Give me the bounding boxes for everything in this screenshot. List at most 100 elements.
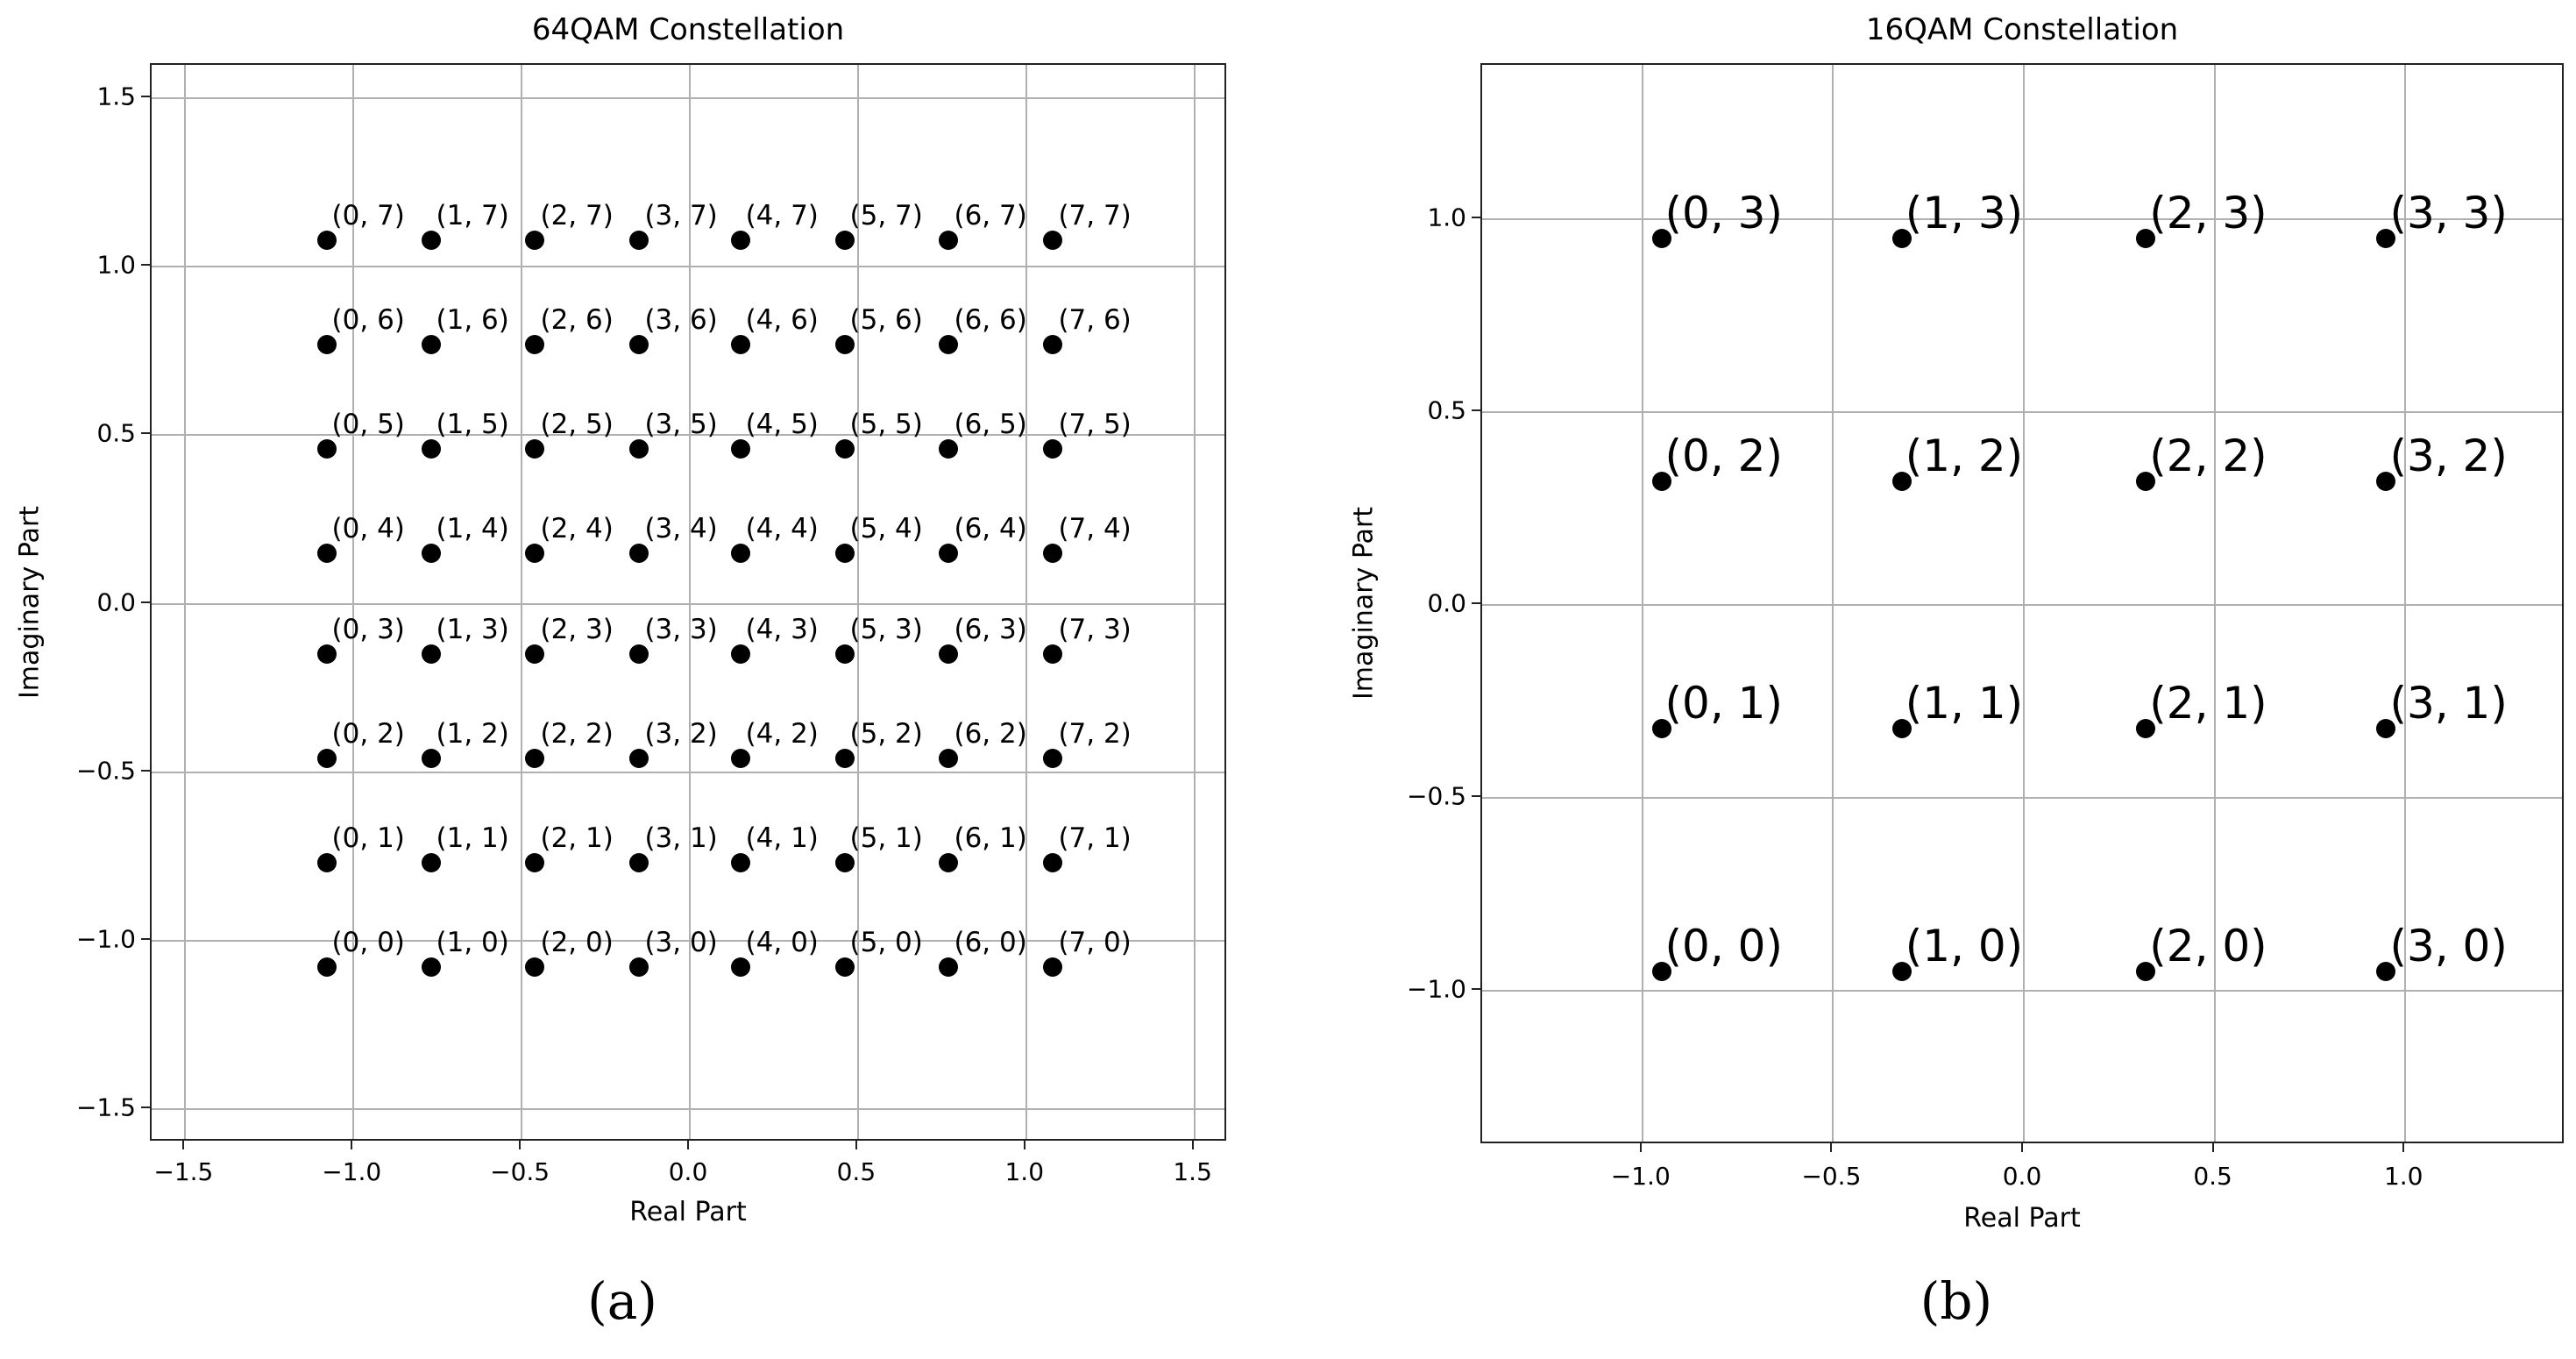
point-label: (7, 3) xyxy=(1058,614,1132,646)
constellation-point xyxy=(1043,438,1063,459)
constellation-point xyxy=(629,957,649,978)
gridline-vertical xyxy=(352,65,355,1139)
constellation-point xyxy=(2376,962,2396,981)
point-label: (0, 3) xyxy=(1664,188,1783,238)
y-tick-mark xyxy=(141,769,150,772)
point-label: (2, 5) xyxy=(540,408,614,440)
gridline-vertical xyxy=(2404,65,2407,1142)
x-tick-mark xyxy=(2021,1143,2023,1152)
constellation-point xyxy=(1651,472,1671,492)
constellation-point xyxy=(1891,229,1912,248)
y-tick-label: −0.5 xyxy=(1407,781,1466,811)
y-tick-label: 0.5 xyxy=(96,418,136,448)
point-label: (0, 0) xyxy=(331,927,405,959)
point-label: (7, 6) xyxy=(1058,303,1132,336)
gridline-horizontal xyxy=(152,1107,1224,1110)
point-label: (1, 1) xyxy=(1905,677,2024,729)
x-tick-mark xyxy=(351,1141,353,1149)
constellation-point xyxy=(730,438,750,459)
constellation-point xyxy=(2136,962,2156,981)
x-tick-mark xyxy=(1830,1143,1833,1152)
point-label: (5, 0) xyxy=(849,927,923,959)
constellation-point xyxy=(629,230,649,250)
constellation-point xyxy=(316,230,337,250)
point-label: (2, 1) xyxy=(2149,677,2267,729)
point-label: (6, 2) xyxy=(954,718,1027,751)
point-label: (3, 6) xyxy=(644,303,718,336)
point-label: (3, 0) xyxy=(2389,921,2508,971)
constellation-point xyxy=(834,749,855,769)
point-label: (1, 6) xyxy=(436,303,509,336)
point-label: (0, 1) xyxy=(331,822,405,855)
constellation-point xyxy=(939,334,959,354)
constellation-point xyxy=(629,543,649,563)
point-label: (2, 3) xyxy=(540,614,614,646)
constellation-point xyxy=(316,957,337,978)
constellation-point xyxy=(834,543,855,563)
constellation-point xyxy=(525,853,545,873)
point-label: (7, 5) xyxy=(1058,408,1132,440)
x-tick-label: 1.0 xyxy=(1004,1157,1045,1186)
point-label: (2, 1) xyxy=(540,822,614,855)
point-label: (7, 2) xyxy=(1058,718,1132,751)
x-axis-label: Real Part xyxy=(1963,1203,2081,1234)
constellation-point xyxy=(316,749,337,769)
constellation-point xyxy=(421,438,441,459)
gridline-vertical xyxy=(1025,65,1027,1139)
x-tick-label: 0.5 xyxy=(836,1157,876,1186)
point-label: (6, 6) xyxy=(954,303,1027,336)
constellation-point xyxy=(316,438,337,459)
constellation-point xyxy=(730,644,750,665)
point-label: (3, 3) xyxy=(2389,188,2508,238)
constellation-point xyxy=(629,749,649,769)
point-label: (5, 1) xyxy=(849,822,923,855)
constellation-point xyxy=(1043,853,1063,873)
point-label: (2, 2) xyxy=(2149,430,2267,482)
y-tick-mark xyxy=(141,432,150,435)
constellation-point xyxy=(730,334,750,354)
gridline-horizontal xyxy=(1482,604,2562,606)
point-label: (6, 4) xyxy=(954,512,1027,544)
constellation-point xyxy=(730,543,750,563)
x-axis-label: Real Part xyxy=(629,1197,747,1227)
plot-area: (0, 0) (0, 1) (0, 2) (0, 3) (0, 4) (0, 5) (0, … xyxy=(150,63,1226,1141)
gridline-vertical xyxy=(2023,65,2025,1142)
constellation-point xyxy=(939,543,959,563)
point-label: (1, 7) xyxy=(436,199,509,231)
y-axis-label: Imaginary Part xyxy=(14,505,46,699)
x-tick-label: 0.5 xyxy=(2193,1162,2232,1191)
x-tick-mark xyxy=(1639,1143,1642,1152)
constellation-point xyxy=(421,230,441,250)
constellation-point xyxy=(834,644,855,665)
x-tick-label: −1.0 xyxy=(1610,1162,1671,1191)
caption-a: (a) xyxy=(587,1271,657,1331)
point-label: (0, 7) xyxy=(331,199,405,231)
x-tick-label: 1.5 xyxy=(1173,1157,1212,1186)
constellation-point xyxy=(629,438,649,459)
point-label: (0, 5) xyxy=(331,408,405,440)
x-tick-label: 0.0 xyxy=(668,1157,708,1186)
constellation-point xyxy=(525,749,545,769)
x-tick-mark xyxy=(687,1141,689,1149)
constellation-point xyxy=(421,543,441,563)
point-label: (4, 7) xyxy=(745,199,819,231)
point-label: (6, 0) xyxy=(954,927,1027,959)
y-axis-label: Imaginary Part xyxy=(1348,506,1380,701)
constellation-point xyxy=(1651,962,1671,981)
point-label: (6, 5) xyxy=(954,408,1027,440)
point-label: (0, 6) xyxy=(331,303,405,336)
chart-title: 64QAM Constellation xyxy=(531,12,845,47)
constellation-point xyxy=(525,543,545,563)
point-label: (6, 3) xyxy=(954,614,1027,646)
point-label: (0, 1) xyxy=(1664,677,1783,729)
point-label: (3, 1) xyxy=(644,822,718,855)
y-tick-mark xyxy=(1472,409,1480,411)
constellation-point xyxy=(1043,644,1063,665)
point-label: (4, 0) xyxy=(745,927,819,959)
point-label: (5, 7) xyxy=(849,199,923,231)
y-tick-mark xyxy=(141,1106,150,1108)
point-label: (3, 2) xyxy=(644,718,718,751)
point-label: (3, 3) xyxy=(644,614,718,646)
y-tick-label: 0.5 xyxy=(1427,395,1466,425)
constellation-point xyxy=(1651,229,1671,248)
